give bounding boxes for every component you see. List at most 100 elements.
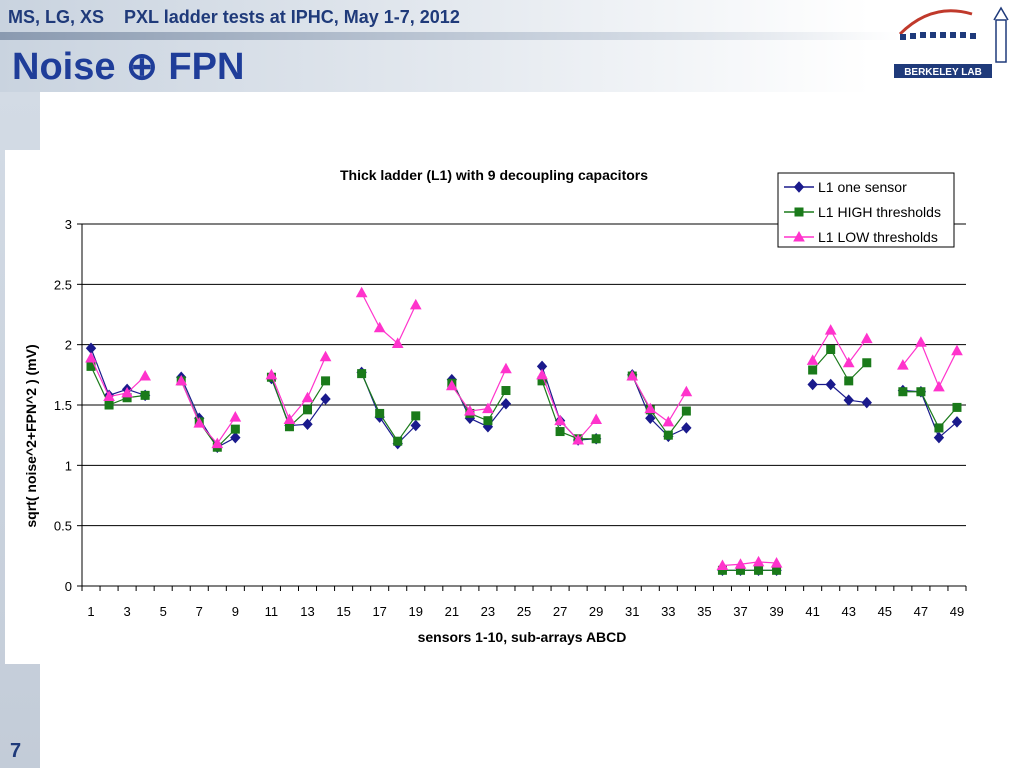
- legend-label: L1 HIGH thresholds: [818, 204, 941, 220]
- y-tick-label: 1.5: [54, 398, 72, 413]
- legend-box: [777, 172, 955, 248]
- x-tick-label: 39: [769, 604, 783, 619]
- y-tick-label: 0.5: [54, 519, 72, 534]
- data-point: [229, 411, 242, 422]
- data-point: [734, 558, 747, 569]
- x-tick-label: 7: [196, 604, 203, 619]
- x-tick-label: 11: [265, 604, 279, 619]
- x-tick-label: 29: [589, 604, 603, 619]
- x-tick-label: 1: [87, 604, 94, 619]
- data-point: [104, 400, 114, 410]
- x-tick-label: 27: [553, 604, 567, 619]
- x-tick-label: 3: [123, 604, 130, 619]
- data-point: [754, 565, 764, 575]
- series-1: [85, 342, 963, 577]
- data-point: [951, 416, 963, 428]
- data-point: [410, 419, 421, 432]
- berkeley-lab-logo: BERKELEY LAB: [894, 6, 1009, 78]
- data-point: [500, 398, 512, 410]
- x-tick-label: 49: [950, 604, 964, 619]
- y-tick-label: 0: [65, 579, 72, 594]
- data-point: [357, 369, 367, 379]
- data-point: [843, 394, 854, 406]
- legend-marker: [793, 181, 805, 193]
- data-point: [303, 405, 313, 415]
- data-point: [265, 368, 278, 380]
- data-point: [391, 337, 404, 348]
- data-point: [663, 430, 673, 440]
- series-line-segment: [307, 398, 327, 425]
- data-point: [897, 359, 909, 370]
- data-point: [824, 324, 837, 335]
- legend-label: L1 one sensor: [818, 179, 907, 195]
- x-tick-label: 25: [517, 604, 531, 619]
- x-tick-label: 15: [336, 604, 350, 619]
- x-tick-label: 33: [661, 604, 675, 619]
- series-line-segment: [631, 375, 651, 409]
- data-point: [230, 424, 240, 434]
- data-point: [302, 418, 313, 431]
- data-point: [464, 405, 476, 416]
- data-point: [554, 414, 566, 426]
- series-line-segment: [307, 380, 327, 411]
- series-line-segment: [830, 349, 850, 382]
- data-point: [934, 423, 944, 433]
- logo-text: BERKELEY LAB: [904, 67, 982, 78]
- data-point: [626, 370, 639, 381]
- x-tick-label: 17: [372, 604, 386, 619]
- header-text: MS, LG, XS PXL ladder tests at IPHC, May…: [8, 7, 460, 27]
- data-point: [321, 376, 331, 386]
- slide-title: Noise ⊕ FPN: [12, 46, 245, 88]
- data-point: [860, 332, 873, 344]
- data-point: [411, 411, 421, 421]
- data-point: [915, 336, 927, 347]
- x-tick-label: 23: [481, 604, 495, 619]
- data-point: [409, 298, 422, 310]
- series-line-segment: [270, 377, 291, 427]
- y-tick-label: 2.5: [54, 277, 72, 292]
- data-point: [536, 368, 548, 380]
- data-point: [483, 416, 493, 426]
- chart-title: Thick ladder (L1) with 9 decoupling capa…: [340, 167, 648, 183]
- data-point: [572, 433, 584, 445]
- data-point: [825, 378, 836, 391]
- campanile-icon: [993, 6, 1009, 63]
- data-point: [482, 402, 494, 414]
- data-point: [644, 402, 657, 414]
- x-tick-label: 9: [232, 604, 239, 619]
- legend: L1 one sensor L1 HIGH thresholds L1 LOW th…: [777, 172, 955, 248]
- series-3: [85, 286, 963, 570]
- x-tick-label: 35: [697, 604, 711, 619]
- data-point: [681, 406, 691, 416]
- data-point: [844, 376, 854, 386]
- x-tick-label: 41: [805, 604, 819, 619]
- grid-layer: [82, 223, 966, 527]
- data-point: [175, 374, 188, 386]
- chart: Thick ladder (L1) with 9 decoupling capa…: [23, 167, 967, 645]
- x-tick-label: 37: [733, 604, 747, 619]
- series-line-segment: [90, 348, 110, 396]
- data-point: [951, 344, 963, 356]
- data-point: [375, 408, 385, 418]
- y-axis-label: sqrt( noise^2+FPN^2 ) (mV): [23, 344, 39, 527]
- data-point: [283, 413, 296, 424]
- data-point: [861, 396, 872, 409]
- data-point: [916, 387, 926, 397]
- data-point: [662, 415, 675, 427]
- axis-layer: 00.511.522.531 3 5 7 9 11 13 15 17 19 21 23 25 27 29 31…: [54, 217, 967, 619]
- series-line-segment: [667, 391, 687, 423]
- x-tick-label: 5: [160, 604, 167, 619]
- header-band: [0, 0, 1024, 92]
- data-point: [590, 413, 603, 424]
- x-tick-label: 45: [878, 604, 892, 619]
- series-line-segment: [90, 357, 110, 397]
- logo-plate: [894, 64, 992, 78]
- data-point: [645, 412, 656, 425]
- data-point: [752, 555, 765, 567]
- legend-marker: [793, 230, 805, 242]
- x-tick-label: 47: [914, 604, 928, 619]
- data-point: [680, 385, 693, 397]
- series-line-segment: [487, 368, 507, 409]
- data-point: [103, 390, 115, 402]
- data-point: [716, 559, 729, 570]
